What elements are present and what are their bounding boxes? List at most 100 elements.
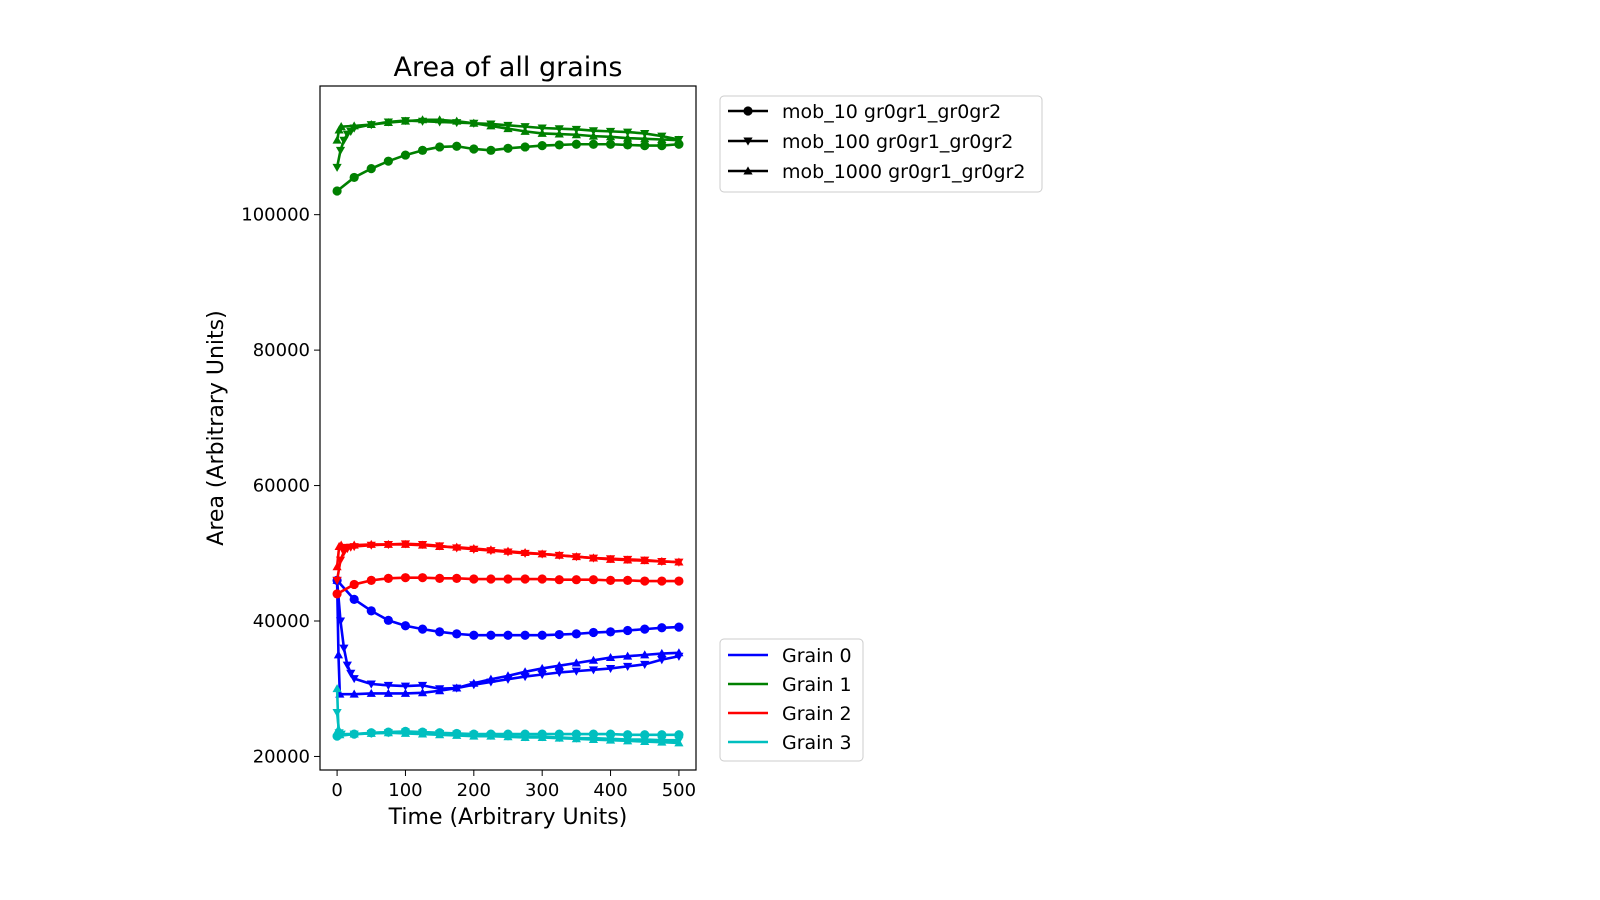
data-point — [554, 661, 564, 670]
legend-grain-entry: Grain 0 — [728, 645, 852, 667]
legend-marker-triangle-down — [743, 137, 753, 146]
data-point — [349, 675, 359, 684]
y-tick-label: 20000 — [253, 746, 310, 767]
data-point — [366, 728, 376, 737]
data-point — [605, 652, 616, 662]
data-point — [640, 134, 650, 143]
data-point — [571, 734, 581, 743]
data-point — [366, 164, 376, 174]
series-grain-0-circle — [332, 575, 684, 640]
x-tick-label: 200 — [457, 780, 491, 801]
data-point — [366, 680, 376, 689]
data-point — [332, 163, 342, 172]
data-point — [554, 733, 564, 742]
data-point — [571, 658, 581, 667]
data-point — [554, 629, 564, 640]
data-point — [605, 664, 616, 674]
data-point — [537, 128, 547, 137]
data-point — [435, 686, 445, 695]
data-point — [520, 667, 530, 676]
data-point — [366, 688, 376, 697]
data-point — [640, 140, 650, 151]
y-tick-label: 100000 — [241, 205, 310, 226]
data-point — [588, 131, 599, 140]
data-point — [503, 143, 513, 153]
data-point — [452, 730, 462, 739]
data-point — [520, 630, 530, 640]
data-point — [383, 573, 393, 583]
data-point — [605, 554, 616, 563]
data-point — [486, 145, 496, 155]
y-tick-label: 40000 — [253, 611, 310, 632]
data-point — [623, 133, 633, 142]
data-point — [657, 656, 667, 665]
data-point — [435, 115, 445, 124]
data-point — [640, 576, 650, 586]
data-point — [640, 624, 650, 634]
data-point — [469, 543, 479, 552]
data-point — [640, 660, 650, 669]
data-point — [605, 132, 616, 141]
data-point — [588, 127, 599, 136]
plot-area-frame — [319, 85, 697, 771]
data-point — [623, 651, 633, 660]
data-point — [383, 728, 393, 737]
data-point — [588, 575, 599, 585]
data-point — [657, 556, 667, 565]
data-point — [657, 648, 667, 657]
data-point — [657, 623, 667, 633]
data-point — [537, 140, 547, 151]
data-point — [333, 724, 344, 733]
data-point — [332, 589, 342, 599]
data-point — [366, 606, 376, 616]
data-point — [469, 678, 479, 687]
data-point — [400, 728, 411, 737]
data-point — [342, 661, 352, 670]
legend-grain-label: Grain 3 — [782, 732, 852, 754]
data-point — [571, 125, 581, 134]
legend-grains: Grain 0 Grain 1 Grain 2 Grain 3 — [719, 638, 864, 762]
data-point — [469, 118, 479, 127]
data-point — [588, 666, 599, 675]
legend-marker-triangle-up — [743, 166, 753, 175]
data-point — [383, 117, 393, 127]
data-point — [383, 681, 393, 690]
legend-run-entry: mob_10 gr0gr1_gr0gr2 — [728, 101, 1001, 123]
data-point — [469, 731, 479, 740]
data-point — [520, 126, 530, 135]
data-point — [349, 172, 359, 183]
data-point — [657, 576, 667, 586]
data-point — [452, 683, 462, 692]
legend-grain-label: Grain 2 — [782, 703, 852, 725]
series-grain-3-triangle-up — [332, 684, 684, 747]
data-point — [554, 550, 564, 559]
data-point — [537, 630, 547, 640]
data-point — [349, 579, 359, 590]
data-point — [332, 576, 342, 585]
data-point — [674, 738, 684, 747]
x-axis-label: Time (Arbitrary Units) — [388, 805, 628, 830]
data-point — [469, 144, 479, 154]
data-point — [400, 573, 411, 583]
data-point — [571, 130, 581, 139]
data-point — [332, 562, 342, 571]
legend-grain-entry: Grain 1 — [728, 674, 852, 696]
data-point — [417, 681, 428, 690]
legend-grain-label: Grain 0 — [782, 645, 852, 667]
data-point — [674, 576, 684, 586]
data-point — [383, 539, 393, 548]
series-grain-2-triangle-up — [332, 539, 684, 571]
legend-marker-circle — [743, 106, 753, 116]
plot-series-layer — [332, 115, 684, 747]
x-tick-label: 100 — [388, 780, 422, 801]
data-point — [503, 546, 513, 555]
data-point — [435, 730, 445, 739]
data-point — [674, 135, 684, 144]
data-point — [623, 140, 633, 150]
data-point — [486, 121, 496, 130]
y-tick-label: 80000 — [253, 340, 310, 361]
x-tick-label: 300 — [525, 780, 559, 801]
data-point — [571, 552, 581, 561]
series-grain-0-triangle-up — [332, 575, 684, 698]
